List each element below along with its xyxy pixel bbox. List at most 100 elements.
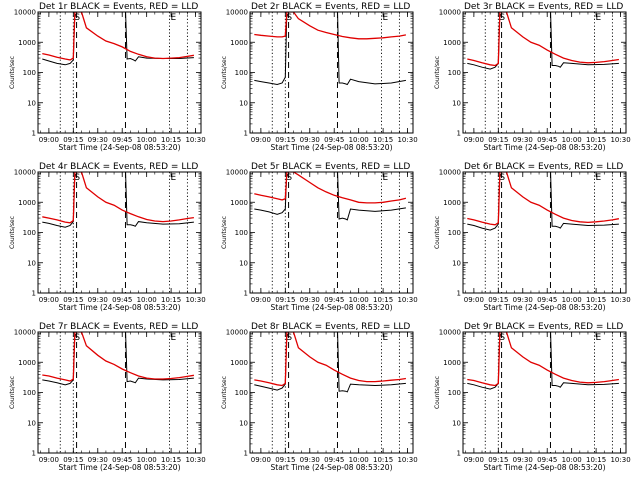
x-tick-label: 10:15 [161,456,181,464]
y-tick-label: 10 [239,259,248,267]
y-tick-label: 10000 [439,329,461,337]
plot-frame [462,11,627,134]
y-tick-label: 1 [32,290,36,298]
y-axis-label: Counts/sec [221,56,228,89]
y-tick-label: 10000 [14,329,36,337]
x-axis-label: Start Time (24-Sep-08 08:53:20) [484,303,606,312]
x-tick-label: 10:15 [161,296,181,304]
x-tick-label: 09:30 [88,136,108,144]
y-tick-label: 10000 [439,9,461,17]
y-axis-label: Counts/sec [9,376,16,409]
x-tick-label: 10:30 [185,296,205,304]
y-axis-label: Counts/sec [434,216,441,249]
y-tick-label: 10 [27,419,36,427]
x-tick-label: 10:15 [586,456,606,464]
y-tick-label: 10 [452,259,461,267]
panel-det-1r: Det 1r BLACK = Events, RED = LLD Counts/s… [9,2,206,152]
y-tick-label: 1 [457,290,461,298]
y-tick-label: 1000 [230,199,248,207]
y-tick-label: 100 [235,389,248,397]
y-tick-label: 10 [452,419,461,427]
y-tick-label: 1 [32,130,36,138]
marker-letter: S [74,333,80,343]
x-tick-label: 09:30 [513,296,533,304]
x-tick-label: 09:00 [39,136,59,144]
panel-det-4r: Det 4r BLACK = Events, RED = LLD Counts/s… [9,162,206,312]
marker-letter: E [595,333,601,343]
panel-title: Det 7r BLACK = Events, RED = LLD [39,322,198,332]
x-axis-label: Start Time (24-Sep-08 08:53:20) [59,463,181,472]
plot-frame [37,171,202,294]
y-tick-label: 100 [23,229,36,237]
x-tick-label: 10:00 [349,296,369,304]
panel-title: Det 2r BLACK = Events, RED = LLD [251,2,410,12]
lld-series-line [467,172,620,226]
lld-series-line [254,172,407,204]
x-tick-label: 09:45 [112,296,132,304]
panel-title: Det 6r BLACK = Events, RED = LLD [464,162,623,172]
marker-letter: S [74,13,80,23]
panel-title: Det 8r BLACK = Events, RED = LLD [251,322,410,332]
y-tick-label: 1000 [230,39,248,47]
marker-letter: E [170,13,176,23]
y-tick-label: 10000 [14,169,36,177]
x-tick-label: 09:30 [88,456,108,464]
x-tick-label: 09:45 [112,456,132,464]
plot-frame [249,331,414,454]
x-axis-label: Start Time (24-Sep-08 08:53:20) [59,143,181,152]
x-tick-label: 10:15 [586,136,606,144]
x-tick-label: 09:45 [324,136,344,144]
x-tick-label: 10:30 [185,136,205,144]
x-tick-label: 10:00 [137,456,157,464]
y-tick-label: 10000 [439,169,461,177]
events-series-line [467,12,619,70]
y-tick-label: 1 [244,450,248,458]
x-tick-label: 10:30 [610,136,630,144]
x-tick-label: 10:15 [373,456,393,464]
marker-letter: S [499,333,505,343]
x-tick-label: 09:30 [300,296,320,304]
x-tick-label: 09:45 [324,296,344,304]
x-tick-label: 09:15 [275,136,295,144]
x-tick-label: 09:00 [464,136,484,144]
y-tick-label: 1000 [443,39,461,47]
y-tick-label: 10000 [226,169,248,177]
marker-letter: E [170,173,176,183]
marker-letter: E [382,333,388,343]
y-axis-label: Counts/sec [434,376,441,409]
plot-frame [462,331,627,454]
marker-letter: E [382,173,388,183]
events-series-line [42,172,194,228]
x-axis-label: Start Time (24-Sep-08 08:53:20) [484,463,606,472]
x-tick-label: 09:45 [324,456,344,464]
plot-frame [249,171,414,294]
panel-det-9r: Det 9r BLACK = Events, RED = LLD Counts/s… [434,322,631,472]
x-tick-label: 09:15 [488,456,508,464]
marker-letter: S [74,173,80,183]
x-tick-label: 09:45 [112,136,132,144]
y-tick-label: 10000 [226,329,248,337]
x-tick-label: 09:15 [63,296,83,304]
lld-series-line [42,172,194,224]
panel-det-6r: Det 6r BLACK = Events, RED = LLD Counts/s… [434,162,631,312]
panel-title: Det 3r BLACK = Events, RED = LLD [464,2,623,12]
plot-frame [249,11,414,134]
y-axis-label: Counts/sec [221,216,228,249]
y-axis-label: Counts/sec [434,56,441,89]
y-tick-label: 1 [457,450,461,458]
panel-det-2r: Det 2r BLACK = Events, RED = LLD Counts/s… [221,2,418,152]
y-tick-label: 10 [239,419,248,427]
y-tick-label: 100 [448,69,461,77]
x-tick-label: 09:15 [63,456,83,464]
x-axis-label: Start Time (24-Sep-08 08:53:20) [59,303,181,312]
lld-series-line [467,12,619,67]
x-tick-label: 09:45 [537,456,557,464]
x-tick-label: 09:15 [488,136,508,144]
y-axis-label: Counts/sec [9,216,16,249]
y-axis-label: Counts/sec [221,376,228,409]
panel-det-7r: Det 7r BLACK = Events, RED = LLD Counts/s… [9,322,206,472]
x-tick-label: 09:45 [537,136,557,144]
y-tick-label: 100 [235,229,248,237]
